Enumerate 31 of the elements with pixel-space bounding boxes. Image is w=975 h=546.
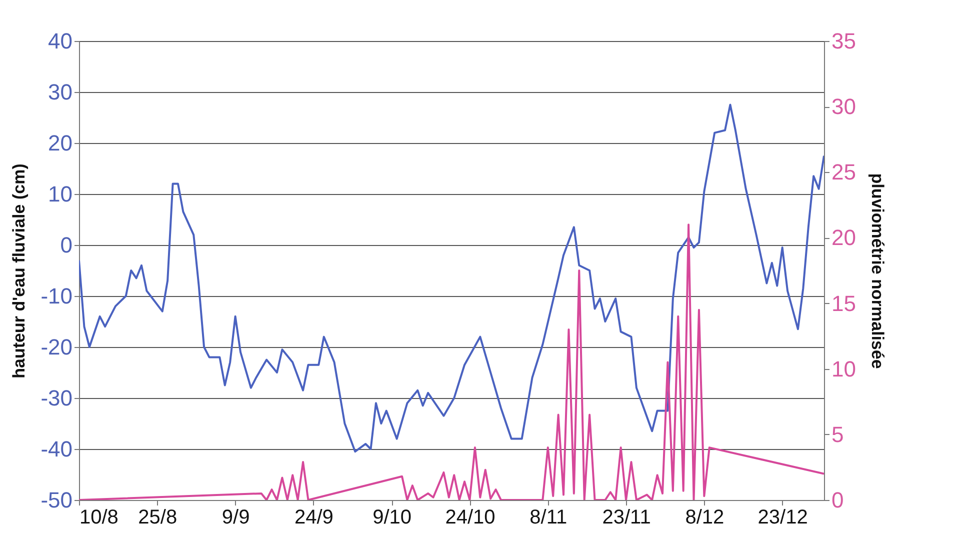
y2-axis-title: pluviométrie normalisée xyxy=(868,173,887,369)
y-tick-label: -20 xyxy=(40,334,72,360)
y-tick-label: 40 xyxy=(48,28,72,54)
x-tick-label: 25/8 xyxy=(138,506,178,528)
y2-tick-label: 10 xyxy=(832,356,856,382)
y-tick-label: -40 xyxy=(40,436,72,462)
y2-tick-label: 20 xyxy=(832,225,856,250)
y-tick-label: -10 xyxy=(40,284,72,308)
y2-tick-label: 5 xyxy=(832,422,844,447)
y2-tick-label: 35 xyxy=(832,28,856,54)
x-tick-label: 9/10 xyxy=(372,506,412,528)
y2-tick-label: 0 xyxy=(832,488,844,512)
x-tick-label: 8/12 xyxy=(685,506,724,528)
y-tick-label: 30 xyxy=(48,80,72,104)
x-tick-label: 9/9 xyxy=(222,506,250,528)
x-tick-label: 10/8 xyxy=(80,506,118,528)
x-tick-label: 8/11 xyxy=(530,506,568,528)
x-tick-label: 23/11 xyxy=(602,506,651,528)
x-tick-label: 24/9 xyxy=(294,506,334,528)
y-tick-label: 0 xyxy=(60,232,72,258)
y-tick-label: 20 xyxy=(48,130,72,156)
x-tick-label: 24/10 xyxy=(445,506,496,528)
y-tick-label: -50 xyxy=(40,488,72,512)
y2-tick-label: 30 xyxy=(832,94,856,120)
y-axis-title: hauteur d'eau fluviale (cm) xyxy=(10,164,29,378)
y2-tick-label: 15 xyxy=(832,290,856,316)
y-tick-label: -30 xyxy=(40,386,72,410)
line-series xyxy=(79,104,824,453)
y-tick-label: 10 xyxy=(48,182,72,206)
y2-tick-label: 25 xyxy=(832,160,856,185)
x-tick-label: 23/12 xyxy=(758,506,808,528)
